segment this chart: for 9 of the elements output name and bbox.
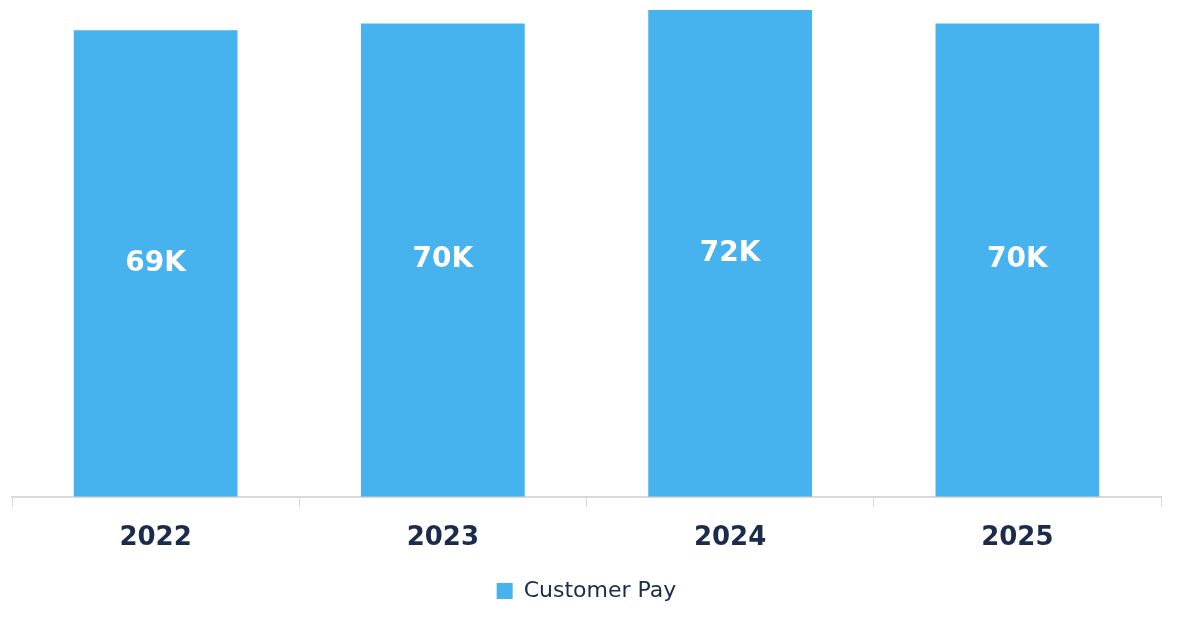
data-label: 70K [987,241,1049,275]
legend-label: Customer Pay [523,576,677,602]
data-label: 69K [125,244,188,278]
x-tick-label: 2024 [693,521,767,552]
x-tick-label: 2022 [119,521,192,552]
data-label: 72K [699,234,762,268]
x-tick-label: 2023 [406,521,480,552]
data-label: 70K [412,241,475,275]
x-tick-label: 2025 [981,521,1054,552]
